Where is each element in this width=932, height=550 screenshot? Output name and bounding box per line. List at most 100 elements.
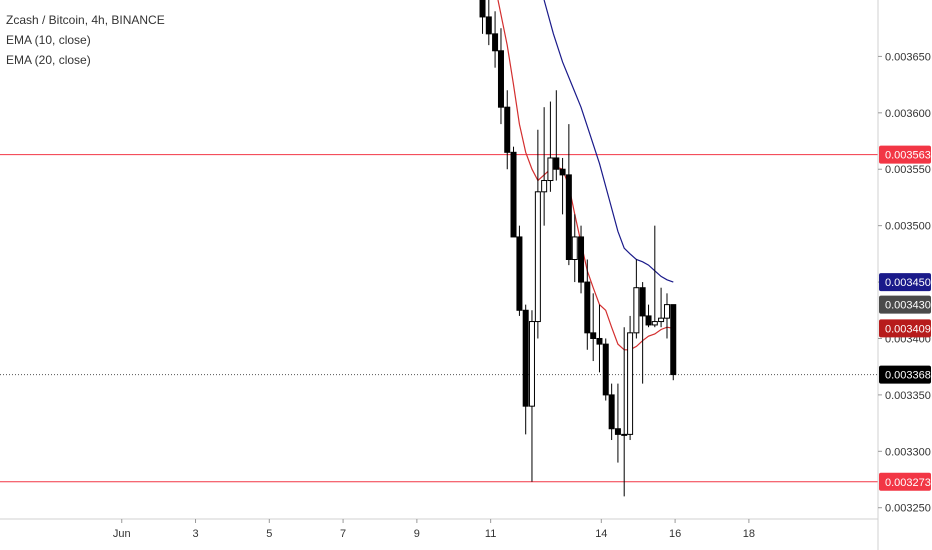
candle-body — [528, 321, 535, 407]
candle — [639, 282, 646, 384]
candle-body — [596, 337, 603, 345]
candle — [670, 304, 677, 381]
candle — [565, 124, 572, 266]
candle-body — [553, 157, 560, 170]
candle-body — [541, 180, 548, 193]
candle-body — [602, 343, 609, 396]
y-tick-label: 0.003250 — [885, 503, 931, 515]
crosshair-price-label: 0.003368 — [885, 370, 931, 382]
candle — [608, 383, 615, 441]
candle-body — [492, 33, 499, 52]
close-price-tag — [879, 295, 931, 314]
candle — [504, 90, 511, 170]
crosshair-price-tag — [879, 365, 931, 384]
candle — [522, 304, 529, 435]
legend-ema10: EMA (10, close) — [6, 33, 91, 47]
x-tick-label: 3 — [192, 528, 198, 540]
y-tick-label: 0.003300 — [885, 446, 931, 458]
candle — [596, 304, 603, 373]
x-tick-label: 16 — [669, 528, 681, 540]
x-tick-label: Jun — [113, 528, 131, 540]
candle-body — [485, 16, 492, 35]
y-tick-label: 0.003500 — [885, 221, 931, 233]
candle-body — [565, 174, 572, 260]
candle — [633, 259, 640, 339]
chart-legend: Zcash / Bitcoin, 4h, BINANCE EMA (10, cl… — [6, 10, 165, 70]
candle — [559, 157, 566, 215]
legend-title: Zcash / Bitcoin, 4h, BINANCE — [6, 13, 165, 27]
candle — [571, 214, 578, 283]
candle-body — [651, 321, 658, 326]
candle — [663, 293, 670, 339]
candle-body — [663, 304, 670, 319]
y-tick-label: 0.003550 — [885, 164, 931, 176]
ema10-price-tag — [879, 319, 931, 338]
candle-body — [627, 332, 634, 435]
hline-price-tag — [879, 472, 931, 491]
ema10-price-label: 0.003409 — [885, 323, 931, 335]
ema20-price-label: 0.003450 — [885, 277, 931, 289]
x-tick-label: 18 — [743, 528, 755, 540]
ema20-line — [543, 0, 674, 283]
candle-body — [633, 287, 640, 334]
candle-body — [639, 287, 646, 317]
candle — [528, 310, 535, 482]
candle-body — [510, 151, 517, 238]
candle-body — [621, 433, 628, 436]
x-tick-label: 7 — [340, 528, 346, 540]
candle — [479, 0, 486, 34]
candles — [479, 0, 677, 497]
legend-ema20: EMA (20, close) — [6, 53, 91, 67]
candle — [602, 338, 609, 401]
candle-body — [578, 236, 585, 283]
candle — [645, 304, 652, 328]
candle-body — [547, 157, 554, 182]
candle-body — [614, 428, 621, 435]
candle — [621, 327, 628, 497]
candle — [510, 146, 517, 238]
candle-body — [522, 309, 529, 407]
candle — [497, 28, 504, 125]
candle — [627, 315, 634, 441]
candle — [651, 225, 658, 328]
candle — [584, 259, 591, 350]
x-tick-label: 14 — [595, 528, 607, 540]
hline-price-tag — [879, 145, 931, 164]
candle-body — [516, 236, 523, 311]
candle-body — [608, 394, 615, 430]
candle-body — [559, 168, 566, 176]
hline-price-label: 0.003273 — [885, 477, 931, 489]
candle-body — [670, 304, 677, 376]
candle — [658, 287, 665, 328]
candle — [590, 293, 597, 362]
candle-body — [534, 191, 541, 323]
hline-price-label: 0.003563 — [885, 150, 931, 162]
candle — [534, 129, 541, 339]
candle-body — [658, 317, 665, 323]
y-tick-label: 0.003600 — [885, 108, 931, 120]
candle-body — [497, 50, 504, 108]
candle-body — [571, 236, 578, 261]
candle — [492, 11, 499, 68]
candle — [485, 0, 492, 46]
x-tick-label: 5 — [266, 528, 272, 540]
candle — [578, 225, 585, 294]
candle-body — [645, 315, 652, 326]
candle — [516, 225, 523, 316]
candle — [553, 90, 560, 181]
x-tick-label: 11 — [485, 528, 496, 540]
candle-body — [584, 281, 591, 334]
candle-body — [504, 106, 511, 153]
candle — [541, 107, 548, 226]
candle — [614, 383, 621, 463]
candle-body — [479, 0, 486, 18]
x-tick-label: 9 — [414, 528, 420, 540]
close-price-label: 0.003430 — [885, 300, 931, 312]
ema20-price-tag — [879, 273, 931, 292]
y-tick-label: 0.003650 — [885, 51, 931, 63]
candle-body — [590, 332, 597, 339]
candle — [547, 101, 554, 192]
price-labels: 0.003563 0.003273 0.003368 0.003450 0.003430… — [879, 145, 931, 491]
